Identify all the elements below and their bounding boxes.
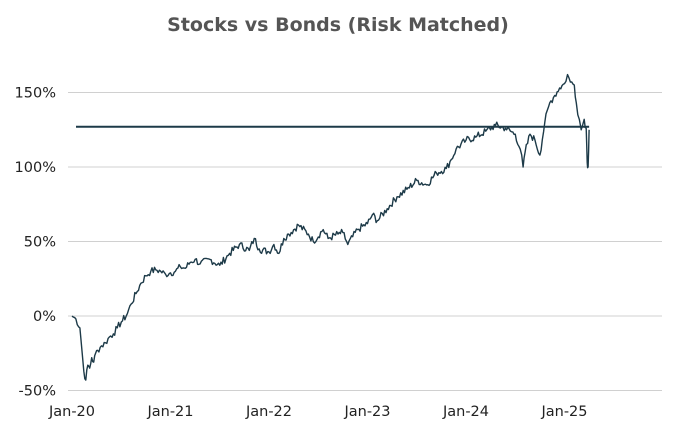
x-axis-tick-labels: Jan-20 Jan-21 Jan-22 Jan-23 Jan-24 Jan-25	[48, 404, 588, 420]
y-axis-tick-labels: -50% 0% 50% 100% 150%	[15, 86, 56, 400]
x-tick-label: Jan-25	[540, 404, 587, 420]
x-tick-label: Jan-21	[146, 404, 193, 420]
series-layer	[71, 73, 590, 381]
y-tick-label: -50%	[19, 384, 56, 400]
y-tick-label: 150%	[15, 86, 56, 102]
grid-lines	[68, 92, 662, 391]
y-tick-label: 100%	[15, 160, 56, 176]
series-line	[71, 73, 590, 381]
x-tick-label: Jan-24	[442, 404, 489, 420]
x-tick-label: Jan-22	[245, 404, 292, 420]
x-tick-label: Jan-20	[48, 404, 95, 420]
y-tick-label: 50%	[24, 235, 56, 251]
x-tick-label: Jan-23	[343, 404, 390, 420]
chart-title: Stocks vs Bonds (Risk Matched)	[167, 14, 509, 36]
y-tick-label: 0%	[33, 309, 56, 325]
